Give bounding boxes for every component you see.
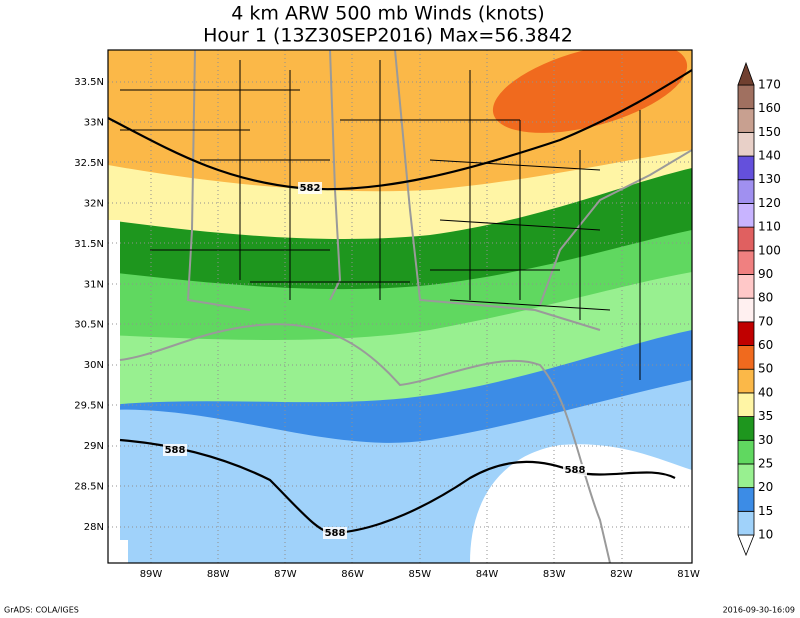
lon-label: 85W [408, 569, 431, 580]
colorbar-box [737, 345, 755, 370]
lat-label: 31N [84, 279, 104, 290]
colorbar-box [737, 226, 755, 252]
band-50 [492, 50, 688, 133]
latitude-labels: 33.5N 33N 32.5N 32N 31.5N 31N 30.5N 30N 29.5N 29N… [74, 77, 104, 533]
lat-label: 33.5N [74, 77, 104, 88]
lon-label: 83W [543, 569, 566, 580]
lat-label: 29N [84, 441, 104, 452]
lon-label: 87W [274, 569, 297, 580]
colorbar-label: 25 [758, 456, 773, 470]
contour-label-bg [323, 527, 347, 539]
colorbar-label: 30 [758, 433, 773, 447]
colorbar-box [737, 203, 755, 228]
longitude-labels: 89W 88W 87W 86W 85W 84W 83W 82W 81W [140, 569, 700, 580]
lon-label: 88W [207, 569, 230, 580]
colorbar-box [737, 368, 755, 394]
colorbar-end-high [737, 61, 755, 86]
contour-label: 588 [165, 445, 186, 456]
colorbar-end-low [737, 534, 755, 557]
contour-labels: 582 588 588 588 [163, 182, 587, 539]
colorbar-label: 60 [758, 338, 773, 352]
graticule [108, 50, 692, 563]
colorbar-label: 20 [758, 480, 773, 494]
colorbar-box [737, 155, 755, 181]
footer-right: 2016-09-30-16:09 [723, 606, 795, 615]
lat-label: 32.5N [74, 158, 104, 169]
lat-label: 33N [84, 117, 104, 128]
colorbar-label: 50 [758, 362, 773, 376]
contour-label-bg [563, 464, 587, 476]
colorbar-label: 140 [758, 149, 781, 163]
map-frame [107, 49, 693, 564]
lon-label: 86W [341, 569, 364, 580]
colorbar-label: 100 [758, 243, 781, 257]
colorbar-box [737, 179, 755, 204]
lat-label: 30N [84, 360, 104, 371]
colorbar-label: 40 [758, 385, 773, 399]
contour-label-bg [163, 444, 187, 456]
colorbar-box [737, 439, 755, 465]
colorbar-label: 35 [758, 409, 773, 423]
colorbar-box [737, 84, 755, 110]
contour-label: 588 [325, 528, 346, 539]
colorbar-label: 130 [758, 172, 781, 186]
colorbar-box [737, 108, 755, 133]
lon-label: 84W [476, 569, 499, 580]
lat-label: 32N [84, 198, 104, 209]
contour-label: 588 [565, 465, 586, 476]
colorbar-label: 170 [758, 78, 781, 92]
colorbar-box [737, 250, 755, 275]
colorbar-box [737, 392, 755, 417]
colorbar-box [737, 131, 755, 157]
footer-left: GrADS: COLA/IGES [4, 606, 79, 615]
lat-label: 29.5N [74, 401, 104, 412]
lat-label: 31.5N [74, 239, 104, 250]
lon-label: 89W [140, 569, 163, 580]
contour-label-bg [298, 182, 322, 194]
title-line-2: Hour 1 (13Z30SEP2016) Max=56.3842 [203, 25, 573, 47]
no-data-corner [108, 540, 128, 563]
colorbar-box [737, 416, 755, 441]
colorbar-label: 110 [758, 220, 781, 234]
colorbar-box [737, 487, 755, 512]
colorbar-label: 10 [758, 528, 773, 542]
colorbar-box [737, 297, 755, 323]
colorbar-label: 15 [758, 504, 773, 518]
colorbar-box [737, 510, 755, 536]
colorbar-label: 90 [758, 267, 773, 281]
colorbar: 10 15 20 25 30 35 40 50 60 70 80 90 100 110 120 130 140 1… [737, 61, 781, 557]
colorbar-box [737, 274, 755, 299]
lat-label: 30.5N [74, 320, 104, 331]
no-data-edge [108, 220, 120, 563]
county-borders [120, 60, 641, 380]
map-lines [108, 50, 692, 563]
colorbar-label: 80 [758, 291, 773, 305]
colorbar-label: 160 [758, 101, 781, 115]
map-fills [108, 50, 692, 563]
state-borders [119, 50, 692, 563]
colorbar-label: 120 [758, 196, 781, 210]
colorbar-label: 70 [758, 314, 773, 328]
band-below-10 [470, 444, 692, 563]
title-line-1: 4 km ARW 500 mb Winds (knots) [231, 3, 544, 25]
colorbar-box [737, 463, 755, 489]
lon-label: 82W [610, 569, 633, 580]
colorbar-box [737, 321, 755, 346]
lon-label: 81W [677, 569, 700, 580]
contour-label: 582 [300, 183, 321, 194]
colorbar-label: 150 [758, 125, 781, 139]
lat-label: 28.5N [74, 482, 104, 493]
lat-label: 28N [84, 522, 104, 533]
